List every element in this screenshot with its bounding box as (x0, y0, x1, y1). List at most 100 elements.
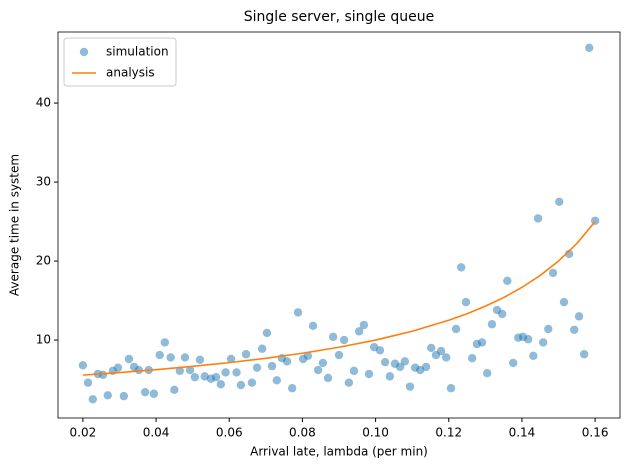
point (221, 368, 230, 377)
point (232, 368, 241, 377)
point (461, 297, 471, 307)
point (185, 365, 195, 375)
point (175, 366, 185, 376)
chart-title: Single server, single queue (244, 9, 434, 25)
point (211, 372, 221, 382)
point (282, 357, 292, 366)
point (523, 335, 533, 344)
point (579, 350, 589, 359)
point (538, 338, 548, 347)
x-tick-label: 0.06 (216, 426, 243, 440)
point (308, 321, 318, 331)
point (119, 391, 129, 401)
legend-box (63, 37, 177, 87)
legend-label: simulation (106, 45, 169, 59)
point (467, 354, 477, 363)
point (98, 370, 108, 379)
point (328, 332, 338, 342)
point (529, 351, 538, 361)
point (293, 308, 303, 317)
point (544, 324, 553, 334)
point (585, 43, 594, 52)
point (226, 354, 236, 364)
point (88, 395, 97, 404)
point (160, 338, 170, 347)
point (262, 328, 272, 338)
point (442, 353, 451, 362)
point (451, 324, 461, 334)
point (113, 363, 123, 372)
point (140, 387, 150, 397)
point (375, 346, 385, 355)
point (318, 358, 328, 368)
point (313, 365, 323, 375)
x-axis-label: Arrival late, lambda (per min) (250, 445, 428, 459)
point (457, 263, 466, 272)
point (427, 343, 436, 353)
x-tick-label: 0.08 (289, 426, 316, 440)
point (590, 216, 600, 225)
x-tick-label: 0.04 (143, 426, 170, 440)
point (385, 372, 395, 381)
point (482, 369, 492, 378)
plot-frame (57, 31, 621, 419)
point (155, 350, 164, 360)
legend-marker (79, 47, 89, 57)
point (149, 389, 159, 398)
point (503, 276, 512, 286)
point (349, 366, 359, 376)
point (103, 391, 112, 400)
point (364, 369, 374, 379)
x-tick-label: 0.02 (70, 426, 97, 440)
point (446, 384, 456, 393)
point (166, 353, 175, 362)
point (354, 327, 364, 336)
point (241, 350, 251, 359)
point (574, 312, 584, 321)
y-tick-label: 20 (36, 254, 51, 268)
point (124, 354, 134, 364)
point (344, 378, 354, 387)
x-tick-label: 0.14 (509, 426, 536, 440)
point (555, 197, 564, 207)
point (559, 297, 569, 307)
x-tick-label: 0.10 (362, 426, 389, 440)
point (195, 355, 205, 364)
y-tick-label: 30 (36, 175, 51, 189)
point (267, 361, 277, 371)
point (400, 357, 410, 366)
point (252, 363, 262, 372)
point (570, 325, 579, 334)
point (180, 353, 190, 362)
point (334, 350, 344, 360)
point (477, 338, 487, 347)
x-tick-label: 0.16 (582, 426, 609, 440)
point (339, 335, 349, 345)
point (83, 378, 93, 387)
point (487, 320, 497, 329)
point (170, 385, 179, 395)
point (272, 376, 281, 385)
point (134, 365, 144, 375)
point (78, 361, 88, 370)
point (359, 320, 369, 330)
point (405, 382, 415, 391)
point (395, 362, 405, 372)
y-axis-label: Average time in system (8, 154, 22, 296)
y-tick-label: 40 (36, 96, 51, 110)
line (82, 221, 596, 376)
point (421, 362, 431, 372)
point (380, 357, 390, 367)
point (508, 358, 518, 368)
point (236, 380, 246, 390)
point (533, 214, 543, 223)
point (287, 384, 297, 393)
point (257, 344, 267, 353)
legend-label: analysis (106, 66, 155, 80)
point (216, 380, 226, 389)
point (548, 268, 558, 278)
point (323, 373, 333, 383)
x-tick-label: 0.12 (435, 426, 462, 440)
point (436, 346, 446, 356)
